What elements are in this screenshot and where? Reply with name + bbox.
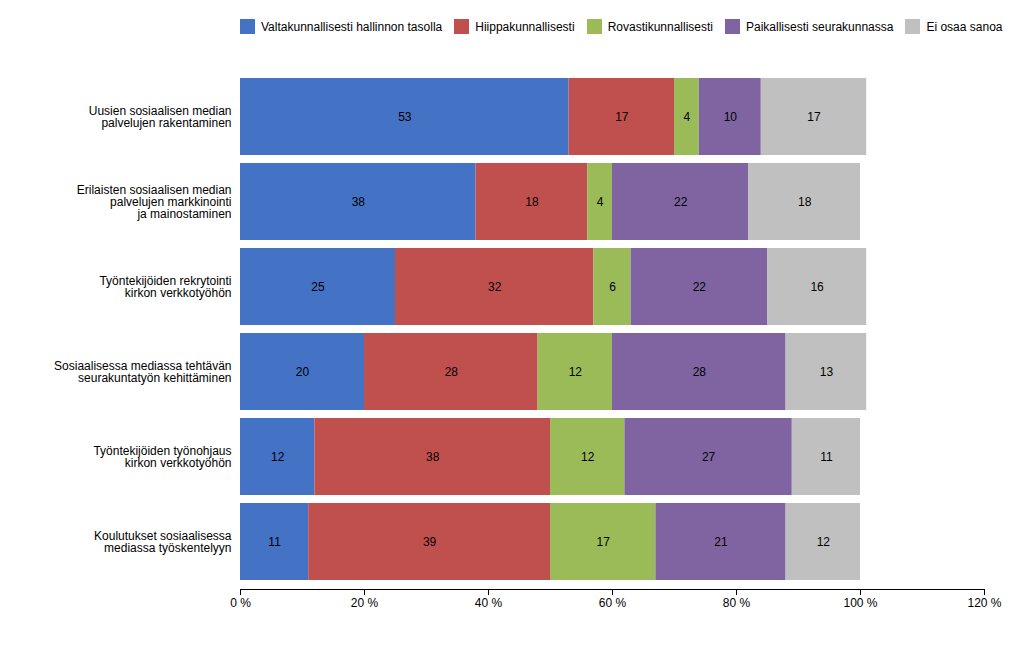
svg-text:12: 12 (817, 535, 831, 549)
svg-text:16: 16 (810, 280, 824, 294)
svg-text:17: 17 (807, 110, 821, 124)
svg-text:18: 18 (525, 195, 539, 209)
svg-text:10: 10 (724, 110, 738, 124)
svg-text:Työntekijöiden työnohjauskirko: Työntekijöiden työnohjauskirkon verkkoty… (93, 444, 231, 470)
svg-text:17: 17 (597, 535, 611, 549)
svg-text:Koulutukset sosiaalisessamedia: Koulutukset sosiaalisessamediassa työske… (94, 529, 232, 555)
svg-text:12: 12 (569, 365, 583, 379)
svg-text:6: 6 (609, 280, 616, 294)
svg-text:60 %: 60 % (599, 596, 627, 610)
html-text:Paikallisesti seurakunnassa: Paikallisesti seurakunnassa (746, 19, 894, 34)
svg-text:12: 12 (271, 450, 285, 464)
svg-text:4: 4 (597, 195, 604, 209)
html-text:Valtakunnallisesti hallinnon t: Valtakunnallisesti hallinnon tasolla (261, 19, 443, 34)
html-text:Hiippakunnallisesti: Hiippakunnallisesti (475, 19, 575, 34)
svg-text:21: 21 (714, 535, 728, 549)
html-text:Ei osaa sanoa: Ei osaa sanoa (926, 19, 1003, 34)
svg-text:27: 27 (702, 450, 716, 464)
svg-text:Työntekijöiden rekrytointikirk: Työntekijöiden rekrytointikirkon verkkot… (99, 274, 231, 300)
svg-text:0 %: 0 % (230, 596, 251, 610)
svg-text:12: 12 (581, 450, 595, 464)
svg-text:Sosiaalisessa mediassa tehtävä: Sosiaalisessa mediassa tehtävänseurakunt… (54, 359, 231, 385)
svg-text:20 %: 20 % (351, 596, 379, 610)
svg-text:11: 11 (268, 535, 281, 549)
svg-text:80 %: 80 % (723, 596, 751, 610)
svg-text:53: 53 (398, 110, 412, 124)
svg-text:Uusien sosiaalisen medianpalve: Uusien sosiaalisen medianpalvelujen rake… (89, 104, 232, 130)
svg-text:4: 4 (684, 110, 691, 124)
svg-text:Erilaisten sosiaalisen medianp: Erilaisten sosiaalisen medianpalvelujen … (77, 183, 232, 221)
svg-text:11: 11 (820, 450, 833, 464)
svg-text:20: 20 (296, 365, 310, 379)
svg-text:28: 28 (445, 365, 459, 379)
html-text:Rovastikunnallisesti: Rovastikunnallisesti (607, 19, 713, 34)
svg-text:18: 18 (798, 195, 812, 209)
svg-text:13: 13 (820, 365, 834, 379)
svg-text:22: 22 (674, 195, 688, 209)
svg-text:120 %: 120 % (967, 596, 1001, 610)
svg-text:22: 22 (693, 280, 707, 294)
svg-text:28: 28 (693, 365, 707, 379)
svg-text:38: 38 (426, 450, 440, 464)
svg-text:39: 39 (423, 535, 437, 549)
svg-text:32: 32 (488, 280, 502, 294)
svg-text:17: 17 (615, 110, 629, 124)
svg-text:100 %: 100 % (843, 596, 877, 610)
svg-text:25: 25 (311, 280, 325, 294)
svg-text:40 %: 40 % (475, 596, 503, 610)
svg-text:38: 38 (352, 195, 366, 209)
